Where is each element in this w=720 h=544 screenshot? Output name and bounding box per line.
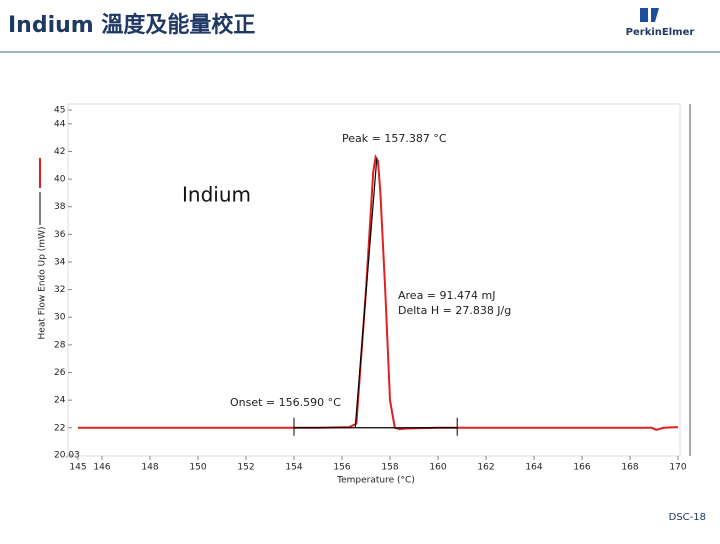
y-tick-label: 44 [54,119,66,129]
y-tick-label: 40 [54,175,66,185]
x-tick-label: 164 [525,463,542,473]
y-tick-label: 36 [54,230,66,240]
logo-icon [640,8,659,22]
annotation: Indium [182,183,251,207]
y-axis-label: Heat Flow Endo Up (mW) [38,227,48,340]
x-tick-label: 146 [93,463,110,473]
y-tick-label: 22 [54,423,65,433]
x-tick-label: 156 [333,463,350,473]
y-tick-label: 28 [54,340,66,350]
y-tick-label: 26 [54,368,66,378]
x-tick-label: 168 [621,463,638,473]
y-tick-label: 34 [54,257,66,267]
x-axis-label: Temperature (°C) [336,476,415,486]
y-tick-label: 42 [54,147,65,157]
y-tick-label: 24 [54,396,66,406]
x-tick-label: 158 [381,463,398,473]
slide-footer: DSC-18 [669,512,706,523]
plot: 20.03 22 24 26 28 30 32 34 36 38 40 42 44 45 145 146 148… [54,106,687,473]
data-line [78,154,679,431]
x-tick-label: 148 [141,463,158,473]
x-tick-label: 145 [69,463,86,473]
annotation: Area = 91.474 mJ [398,289,495,302]
y-tick-label: 20.03 [54,451,80,461]
slide-title: Indium 溫度及能量校正 [8,12,255,38]
annotation: Onset = 156.590 °C [230,396,341,409]
plot-frame [67,103,681,457]
x-tick-label: 154 [285,463,302,473]
x-tick-label: 162 [477,463,494,473]
y-tick-label: 30 [54,313,66,323]
y-tick-label: 32 [54,285,65,295]
x-tick-label: 166 [573,463,590,473]
x-tick-label: 150 [189,463,206,473]
x-tick-label: 170 [669,463,686,473]
y-tick-label: 38 [54,202,66,212]
x-tick-label: 160 [429,463,446,473]
x-tick-label: 152 [237,463,254,473]
annotation: Delta H = 27.838 J/g [398,304,511,317]
annotation: Peak = 157.387 °C [342,132,447,145]
y-tick-label: 45 [54,106,65,116]
logo-text: PerkinElmer [626,27,695,38]
data-line [354,158,378,428]
